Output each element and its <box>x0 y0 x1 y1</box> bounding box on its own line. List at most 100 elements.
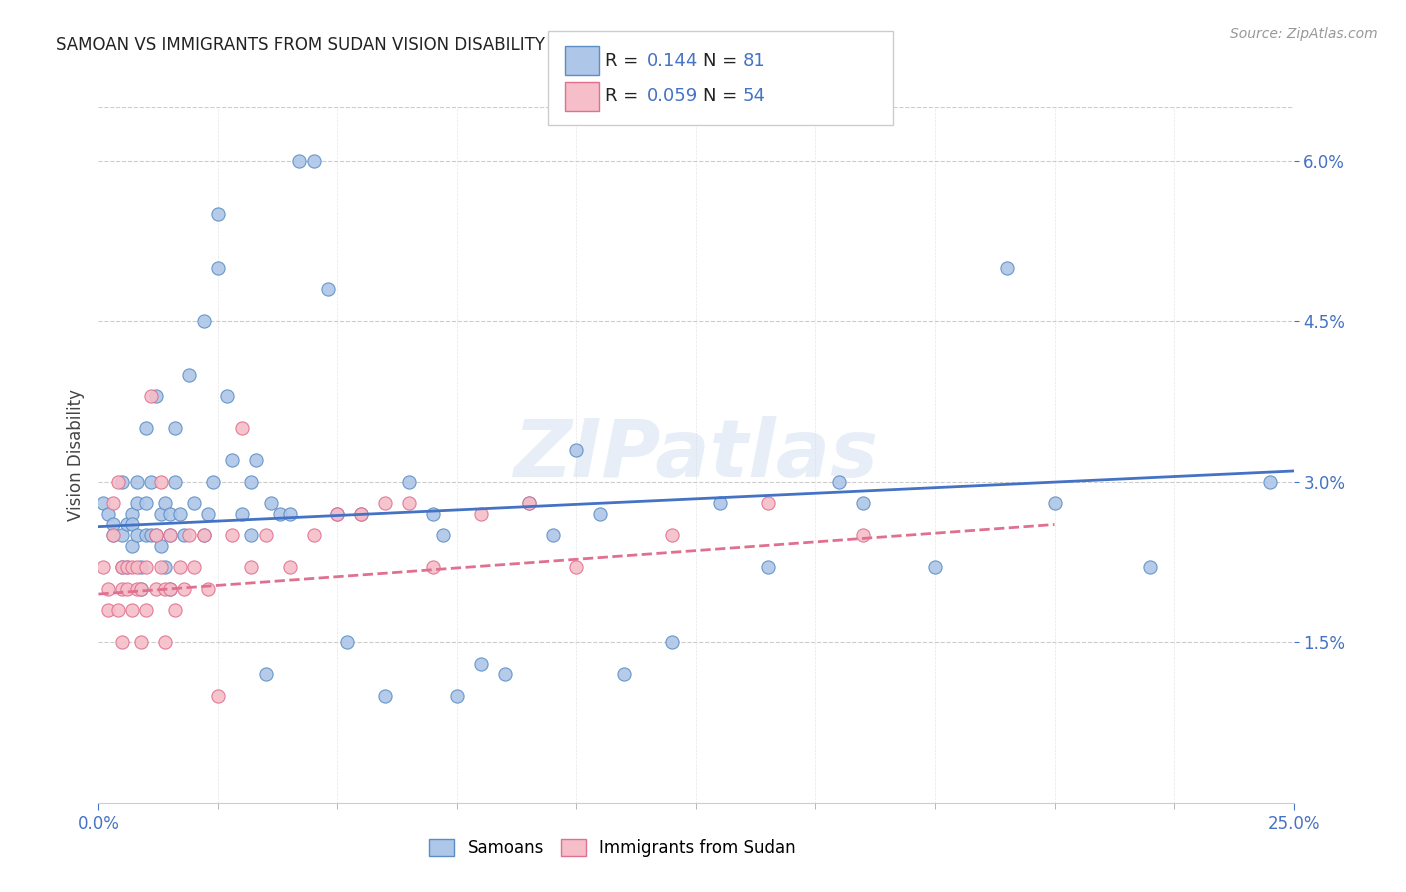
Point <box>470 507 492 521</box>
Point <box>422 507 444 521</box>
Point <box>131 582 153 596</box>
Point <box>159 528 181 542</box>
Point <box>374 689 396 703</box>
Point <box>155 582 177 596</box>
Point <box>254 667 277 681</box>
Point <box>131 560 153 574</box>
Point <box>398 475 420 489</box>
Point <box>193 528 215 542</box>
Point <box>97 603 120 617</box>
Point <box>111 582 134 596</box>
Point <box>326 507 349 521</box>
Point <box>101 528 124 542</box>
Point <box>240 560 263 574</box>
Point <box>517 496 540 510</box>
Point <box>541 528 564 542</box>
Point <box>207 207 229 221</box>
Point <box>115 582 138 596</box>
Point <box>135 496 157 510</box>
Point <box>135 421 157 435</box>
Point <box>217 389 239 403</box>
Point <box>159 582 181 596</box>
Point <box>155 496 177 510</box>
Point <box>852 496 875 510</box>
Point <box>107 603 129 617</box>
Point <box>131 635 153 649</box>
Text: R =: R = <box>605 52 644 70</box>
Point <box>661 528 683 542</box>
Point <box>101 517 124 532</box>
Point <box>278 560 301 574</box>
Point <box>432 528 454 542</box>
Point <box>494 667 516 681</box>
Point <box>101 496 124 510</box>
Point <box>336 635 359 649</box>
Legend: Samoans, Immigrants from Sudan: Samoans, Immigrants from Sudan <box>429 838 796 857</box>
Point <box>245 453 267 467</box>
Point <box>121 560 143 574</box>
Point <box>159 507 181 521</box>
Point <box>139 528 162 542</box>
Point <box>202 475 225 489</box>
Point <box>145 582 167 596</box>
Point <box>149 475 172 489</box>
Point <box>1043 496 1066 510</box>
Point <box>221 453 243 467</box>
Point <box>661 635 683 649</box>
Point <box>115 560 138 574</box>
Point <box>259 496 281 510</box>
Point <box>589 507 612 521</box>
Point <box>131 582 153 596</box>
Point <box>159 528 181 542</box>
Y-axis label: Vision Disability: Vision Disability <box>66 389 84 521</box>
Point <box>995 260 1018 275</box>
Point <box>183 496 205 510</box>
Point <box>613 667 636 681</box>
Point <box>269 507 291 521</box>
Point <box>197 507 219 521</box>
Point <box>111 528 134 542</box>
Point <box>163 603 186 617</box>
Point <box>374 496 396 510</box>
Text: ZIPatlas: ZIPatlas <box>513 416 879 494</box>
Point <box>121 539 143 553</box>
Text: Source: ZipAtlas.com: Source: ZipAtlas.com <box>1230 27 1378 41</box>
Point <box>159 582 181 596</box>
Point <box>240 528 263 542</box>
Point <box>125 475 148 489</box>
Point <box>924 560 946 574</box>
Point <box>155 560 177 574</box>
Point <box>278 507 301 521</box>
Point <box>350 507 373 521</box>
Point <box>121 507 143 521</box>
Text: 0.059: 0.059 <box>647 87 697 105</box>
Point <box>565 560 588 574</box>
Point <box>135 560 157 574</box>
Point <box>125 496 148 510</box>
Point <box>173 582 195 596</box>
Point <box>316 282 339 296</box>
Point <box>398 496 420 510</box>
Point <box>155 635 177 649</box>
Point <box>97 507 120 521</box>
Point <box>107 475 129 489</box>
Text: N =: N = <box>703 52 742 70</box>
Point <box>149 539 172 553</box>
Point <box>145 528 167 542</box>
Point <box>145 389 167 403</box>
Point <box>91 560 114 574</box>
Point <box>709 496 731 510</box>
Point <box>470 657 492 671</box>
Point <box>91 496 114 510</box>
Point <box>125 560 148 574</box>
Point <box>115 560 138 574</box>
Point <box>163 421 186 435</box>
Point <box>125 528 148 542</box>
Point <box>302 528 325 542</box>
Point <box>135 603 157 617</box>
Point <box>828 475 851 489</box>
Point <box>97 582 120 596</box>
Point <box>207 260 229 275</box>
Point <box>1139 560 1161 574</box>
Text: R =: R = <box>605 87 644 105</box>
